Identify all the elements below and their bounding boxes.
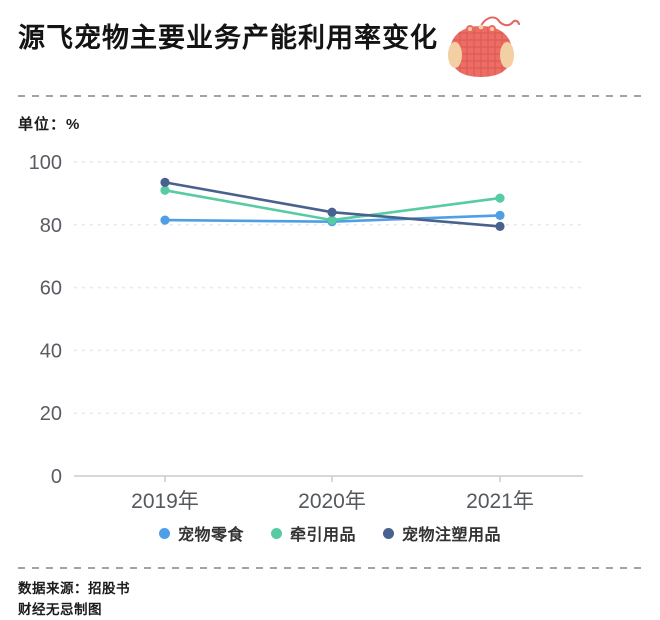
legend-label: 牵引用品	[289, 527, 356, 544]
legend-dot-icon	[158, 527, 170, 539]
svg-text:40: 40	[40, 340, 62, 362]
line-chart-svg: 0 20 40 60 80 100 2019年 2020年 2021年	[29, 152, 583, 513]
header: 源飞宠物主要业务产能利用率变化	[0, 0, 660, 85]
unit-label: 单位：%	[18, 116, 81, 133]
credit-text: 财经无忌制图	[18, 602, 102, 617]
line-chart: 0 20 40 60 80 100 2019年 2020年 2021年	[0, 140, 660, 527]
legend-dot-icon	[383, 527, 394, 539]
data-source-text: 数据来源：招股书	[18, 581, 130, 596]
legend-label: 宠物零食	[177, 527, 244, 544]
svg-text:20: 20	[40, 403, 62, 425]
source-block: 数据来源：招股书 财经无忌制图	[18, 578, 660, 620]
legend-item: 宠物零食	[158, 521, 244, 545]
chart-legend: 宠物零食 牵引用品 宠物注塑用品	[0, 521, 660, 545]
top-divider	[18, 95, 642, 97]
legend-item: 宠物注塑用品	[383, 521, 501, 545]
svg-text:80: 80	[40, 215, 62, 237]
svg-text:2020年: 2020年	[298, 490, 366, 513]
svg-text:2019年: 2019年	[131, 490, 199, 513]
svg-text:0: 0	[51, 466, 62, 488]
legend-item: 牵引用品	[270, 521, 356, 545]
bottom-divider	[18, 567, 642, 569]
page-title: 源飞宠物主要业务产能利用率变化	[18, 23, 438, 53]
legend-label: 宠物注塑用品	[402, 527, 502, 544]
legend-dot-icon	[270, 527, 282, 539]
svg-text:60: 60	[40, 278, 62, 300]
pet-harness-icon	[442, 14, 520, 85]
svg-text:100: 100	[29, 152, 62, 174]
svg-text:2021年: 2021年	[466, 490, 534, 513]
